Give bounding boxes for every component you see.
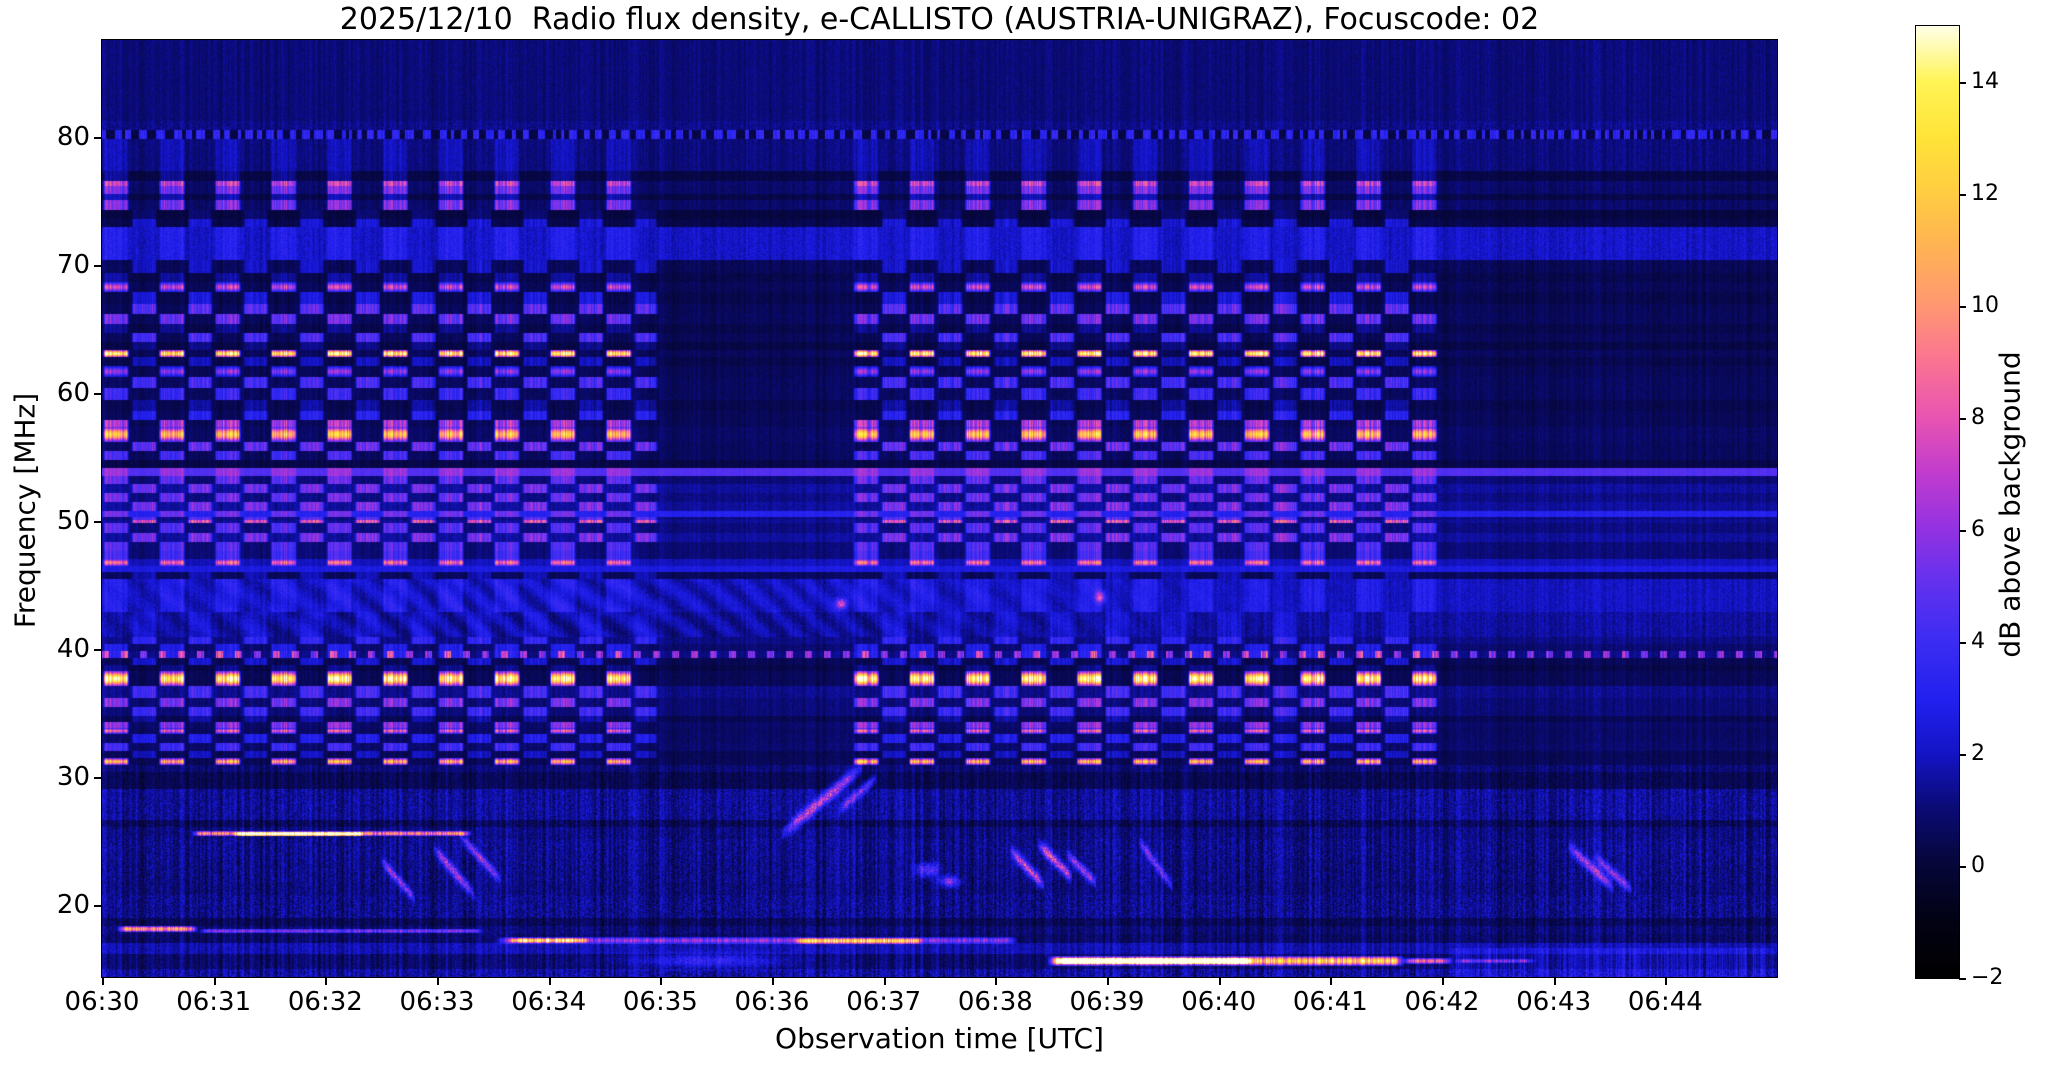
x-tick-label: 06:40 bbox=[1181, 987, 1257, 1017]
x-tick-mark bbox=[1665, 977, 1668, 985]
x-tick-label: 06:31 bbox=[176, 987, 252, 1017]
y-tick-label: 30 bbox=[56, 762, 90, 793]
colorbar-tick-mark bbox=[1959, 530, 1966, 532]
colorbar-tick-label: 8 bbox=[1971, 405, 1985, 430]
x-tick-mark bbox=[660, 977, 663, 985]
x-tick-label: 06:42 bbox=[1404, 987, 1480, 1017]
x-tick-mark bbox=[772, 977, 774, 985]
colorbar-label: dB above background bbox=[1993, 351, 2027, 658]
colorbar-tick-label: −2 bbox=[1971, 965, 2004, 990]
colorbar bbox=[1915, 25, 1960, 979]
colorbar-tick-mark bbox=[1959, 418, 1966, 420]
x-tick-label: 06:34 bbox=[511, 987, 587, 1017]
colorbar-tick-label: 0 bbox=[1971, 853, 1985, 878]
x-tick-label: 06:30 bbox=[64, 987, 140, 1017]
x-tick-label: 06:35 bbox=[622, 987, 698, 1017]
y-tick-label: 20 bbox=[56, 890, 90, 921]
colorbar-tick-mark bbox=[1959, 754, 1966, 756]
colorbar-tick-label: 14 bbox=[1971, 69, 1999, 94]
x-tick-label: 06:44 bbox=[1627, 987, 1703, 1017]
x-tick-mark bbox=[1218, 977, 1221, 985]
y-tick-label: 50 bbox=[56, 506, 90, 537]
y-tick-mark bbox=[94, 777, 102, 780]
y-tick-label: 70 bbox=[56, 250, 90, 281]
y-tick-label: 80 bbox=[56, 122, 90, 153]
spectrogram-canvas bbox=[102, 40, 1777, 977]
y-tick-mark bbox=[94, 265, 102, 268]
y-tick-label: 60 bbox=[56, 378, 90, 409]
x-tick-mark bbox=[1330, 977, 1333, 985]
x-tick-label: 06:43 bbox=[1516, 987, 1592, 1017]
y-tick-mark bbox=[94, 905, 102, 908]
colorbar-tick-mark bbox=[1959, 978, 1966, 980]
x-tick-label: 06:33 bbox=[399, 987, 475, 1017]
colorbar-tick-mark bbox=[1959, 866, 1966, 868]
plot-area bbox=[101, 39, 1778, 978]
colorbar-tick-label: 4 bbox=[1971, 629, 1985, 654]
x-tick-mark bbox=[102, 977, 104, 985]
x-tick-mark bbox=[995, 977, 998, 985]
x-tick-mark bbox=[325, 977, 328, 985]
colorbar-tick-mark bbox=[1959, 194, 1966, 196]
x-tick-mark bbox=[883, 977, 886, 985]
x-tick-label: 06:32 bbox=[287, 987, 363, 1017]
colorbar-tick-mark bbox=[1959, 82, 1966, 84]
x-tick-label: 06:38 bbox=[957, 987, 1033, 1017]
x-tick-mark bbox=[1553, 977, 1556, 985]
y-tick-mark bbox=[94, 521, 102, 524]
colorbar-tick-label: 12 bbox=[1971, 181, 1999, 206]
colorbar-tick-mark bbox=[1959, 306, 1966, 308]
chart-title: 2025/12/10 Radio flux density, e-CALLIST… bbox=[339, 2, 1540, 37]
colorbar-tick-mark bbox=[1959, 642, 1966, 644]
x-tick-mark bbox=[213, 977, 216, 985]
x-tick-label: 06:41 bbox=[1292, 987, 1368, 1017]
y-tick-label: 40 bbox=[56, 634, 90, 665]
x-axis-label: Observation time [UTC] bbox=[775, 1022, 1104, 1055]
colorbar-tick-label: 6 bbox=[1971, 517, 1985, 542]
y-tick-mark bbox=[94, 137, 102, 140]
x-tick-label: 06:37 bbox=[846, 987, 922, 1017]
colorbar-canvas bbox=[1916, 26, 1959, 978]
y-tick-mark bbox=[94, 649, 102, 652]
x-tick-mark bbox=[1442, 977, 1444, 985]
colorbar-tick-label: 10 bbox=[1971, 293, 1999, 318]
x-tick-mark bbox=[437, 977, 439, 985]
x-tick-label: 06:36 bbox=[734, 987, 810, 1017]
x-tick-label: 06:39 bbox=[1069, 987, 1145, 1017]
x-tick-mark bbox=[1107, 977, 1109, 985]
colorbar-tick-label: 2 bbox=[1971, 741, 1985, 766]
y-tick-mark bbox=[94, 393, 102, 396]
x-tick-mark bbox=[548, 977, 551, 985]
